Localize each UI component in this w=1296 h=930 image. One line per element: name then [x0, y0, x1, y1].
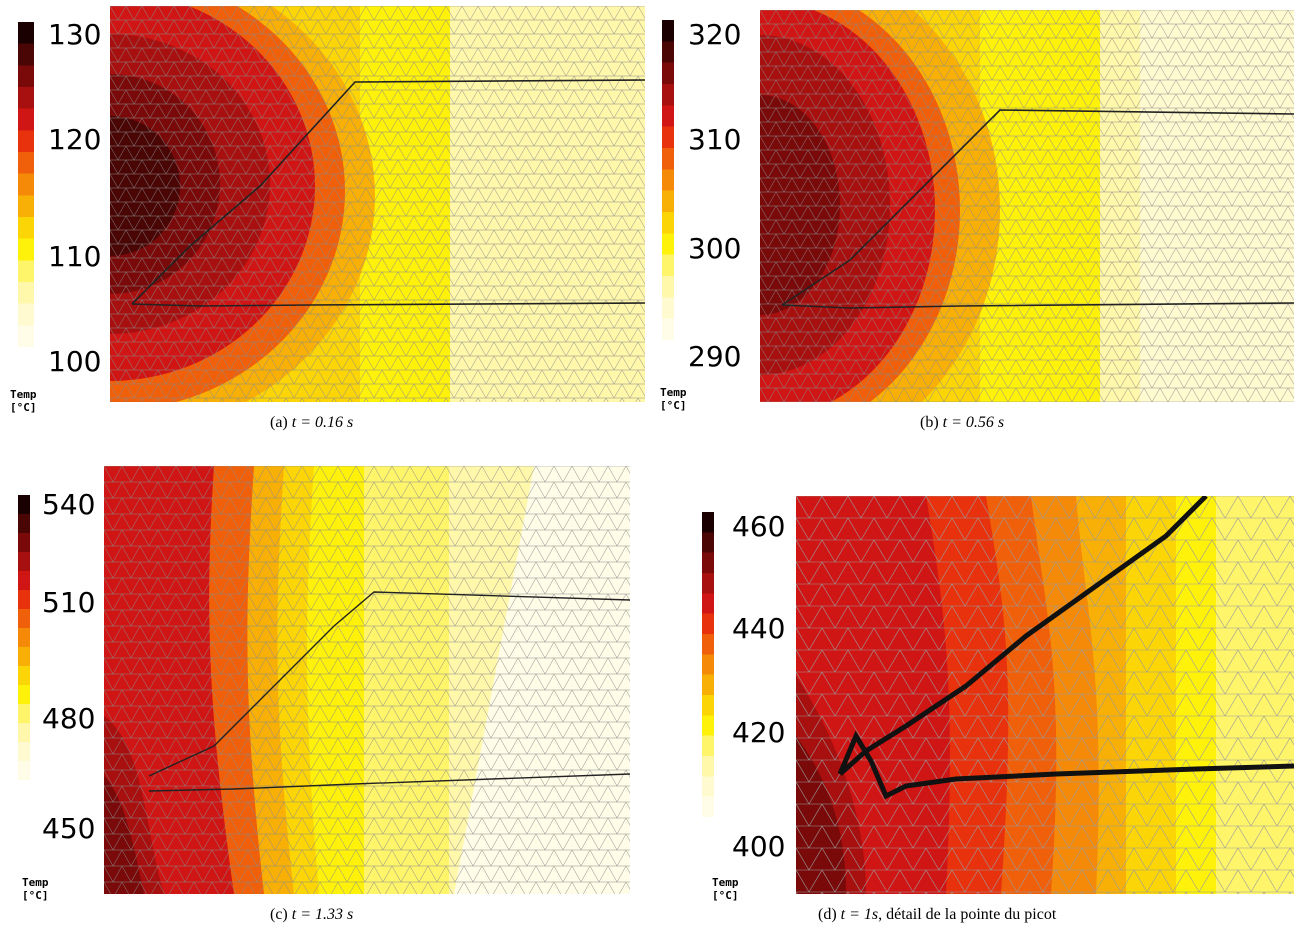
caption-b-label: (b)	[920, 414, 939, 431]
tick-a-0: 130	[48, 18, 102, 51]
temperature-field-a	[110, 6, 645, 402]
temperature-field-d	[796, 496, 1294, 894]
caption-c: (c) t = 1.33 s	[270, 906, 353, 924]
tick-a-3: 100	[48, 345, 102, 378]
tick-b-1: 310	[688, 123, 742, 156]
caption-c-label: (c)	[270, 906, 288, 923]
tick-b-0: 320	[688, 18, 742, 51]
caption-d-extra: , détail de la pointe du picot	[878, 906, 1057, 923]
tick-c-3: 450	[42, 812, 96, 845]
tick-c-2: 480	[42, 702, 96, 735]
unit-label-b: Temp [°C]	[660, 386, 687, 412]
tick-d-3: 400	[732, 830, 786, 863]
tick-d-1: 440	[732, 612, 786, 645]
caption-d-label: (d)	[818, 906, 837, 923]
tick-a-2: 110	[48, 240, 102, 273]
tick-b-3: 290	[688, 340, 742, 373]
tick-d-2: 420	[732, 716, 786, 749]
tick-c-1: 510	[42, 586, 96, 619]
unit-label-c: Temp [°C]	[22, 876, 49, 902]
colorbar-c	[18, 495, 30, 780]
caption-b: (b) t = 0.56 s	[920, 414, 1004, 432]
caption-c-math: t = 1.33 s	[291, 906, 354, 923]
caption-d-math: t = 1s	[840, 906, 879, 923]
temperature-field-b	[760, 10, 1294, 402]
temperature-field-c	[104, 466, 630, 894]
colorbar-b	[662, 20, 674, 340]
tick-d-0: 460	[732, 510, 786, 543]
caption-b-math: t = 0.56 s	[942, 414, 1005, 431]
colorbar-a	[18, 22, 34, 347]
caption-a-label: (a)	[270, 414, 288, 431]
tick-c-0: 540	[42, 488, 96, 521]
caption-d: (d) t = 1s, détail de la pointe du picot	[818, 906, 1056, 924]
caption-a-math: t = 0.16 s	[291, 414, 354, 431]
unit-label-d: Temp [°C]	[712, 876, 739, 902]
unit-label-a: Temp [°C]	[10, 388, 37, 414]
colorbar-d	[702, 512, 714, 817]
tick-b-2: 300	[688, 232, 742, 265]
tick-a-1: 120	[48, 123, 102, 156]
caption-a: (a) t = 0.16 s	[270, 414, 353, 432]
